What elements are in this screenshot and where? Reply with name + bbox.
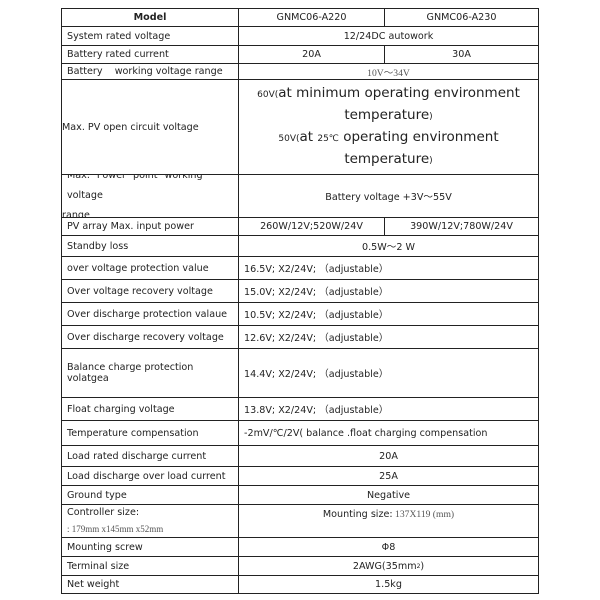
row-value: Negative: [239, 486, 538, 505]
row-value: -2mV/℃/2V( balance .float charging compe…: [239, 421, 538, 446]
row-label: Mounting screw: [62, 538, 239, 557]
row-value: 12/24DC autowork: [239, 27, 538, 46]
header-model-a220: GNMC06-A220: [239, 9, 385, 27]
row-label: PV array Max. input power: [62, 218, 239, 236]
row-label: Load discharge over load current: [62, 467, 239, 486]
label-line: : 179mm x145mm x52mm: [67, 524, 164, 534]
row-value-a230: 390W/12V;780W/24V: [385, 218, 538, 236]
row-label: Controller size: : 179mm x145mm x52mm: [62, 505, 239, 538]
row-value: Mounting size: 137X119 (mm): [239, 505, 538, 538]
row-value-a230: 30A: [385, 46, 538, 64]
row-label: Max. Power point working voltage range: [62, 175, 239, 218]
value-prefix: 60V(: [257, 90, 279, 100]
row-label: Over discharge recovery voltage: [62, 326, 239, 349]
row-label: Ground type: [62, 486, 239, 505]
row-label: Battery rated current: [62, 46, 239, 64]
spec-table: Model GNMC06-A220 GNMC06-A230 System rat…: [61, 8, 539, 594]
row-value: 25A: [239, 467, 538, 486]
row-value: 2AWG(35mm 2): [239, 557, 538, 576]
row-label: Standby loss: [62, 236, 239, 257]
row-value-pv-open-circuit: 60V(at minimum operating environment tem…: [239, 80, 538, 175]
value-text: at minimum operating environment: [278, 85, 520, 101]
header-model: Model: [62, 9, 239, 27]
row-value: 10.5V; X2/24V; （adjustable）: [239, 303, 538, 326]
label-line: Controller size:: [67, 507, 140, 518]
row-label: Balance charge protection volatgea: [62, 349, 239, 398]
row-label: Battery working voltage range: [62, 64, 239, 80]
row-value-a220: 260W/12V;520W/24V: [239, 218, 385, 236]
row-value-a220: 20A: [239, 46, 385, 64]
row-label: Load rated discharge current: [62, 446, 239, 467]
value-text: 137X119 (mm): [392, 509, 455, 520]
row-value: 20A: [239, 446, 538, 467]
value-superscript: 2: [416, 562, 421, 570]
row-label: Float charging voltage: [62, 398, 239, 421]
value-suffix: ): [429, 112, 433, 122]
row-value: Battery voltage +3V～55V: [239, 175, 538, 218]
row-label: Temperature compensation: [62, 421, 239, 446]
row-value: Φ8: [239, 538, 538, 557]
value-text: temperature: [344, 151, 430, 167]
label-line: range: [62, 210, 90, 218]
row-value: 1.5kg: [375, 579, 402, 590]
row-value: 13.8V; X2/24V; （adjustable）: [239, 398, 538, 421]
row-label: Max. PV open circuit voltage: [62, 80, 239, 175]
row-label: Terminal size: [62, 557, 239, 576]
row-value: 0.5W～2 W: [239, 236, 538, 257]
value-text: 2AWG(35mm: [352, 560, 417, 572]
value-text: temperature: [344, 107, 430, 123]
row-label: Over voltage recovery voltage: [62, 280, 239, 303]
row-value: 15.0V; X2/24V; （adjustable）: [239, 280, 538, 303]
value-suffix: ): [429, 156, 433, 166]
value-text: operating environment: [338, 129, 499, 145]
value-suffix: ): [420, 560, 425, 572]
label-line: Max. Power point working voltage: [67, 175, 203, 201]
row-label: Over discharge protection valaue: [62, 303, 239, 326]
value-temp: 25℃: [317, 134, 339, 144]
value-text: at: [299, 129, 318, 145]
row-value: 14.4V; X2/24V; （adjustable）: [239, 349, 538, 398]
row-value: 10V～34V: [239, 64, 538, 80]
row-value: 16.5V; X2/24V; （adjustable）: [239, 257, 538, 280]
row-label: over voltage protection value: [62, 257, 239, 280]
header-model-a230: GNMC06-A230: [385, 9, 538, 27]
value-prefix: Mounting size:: [322, 509, 393, 520]
row-value: 12.6V; X2/24V; （adjustable）: [239, 326, 538, 349]
value-prefix: 50V(: [278, 134, 300, 144]
row-label: Net weight: [62, 576, 239, 593]
row-label: System rated voltage: [62, 27, 239, 46]
